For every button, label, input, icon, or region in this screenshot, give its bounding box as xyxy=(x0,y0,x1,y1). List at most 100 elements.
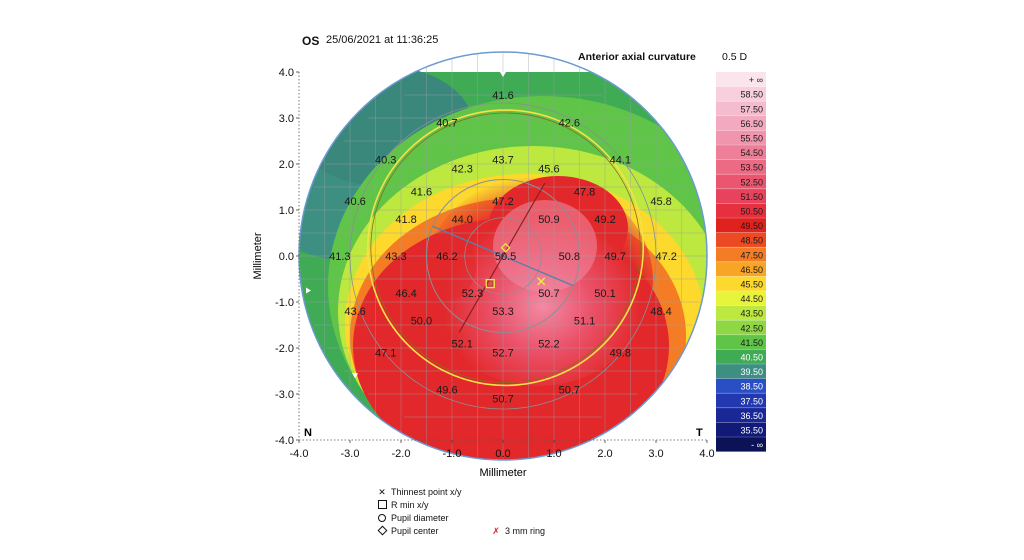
map-value-label: 45.8 xyxy=(650,196,671,208)
scale-swatch xyxy=(716,174,766,189)
map-value-label: 50.1 xyxy=(594,288,615,300)
scale-swatch xyxy=(716,159,766,175)
map-value-label: 43.3 xyxy=(385,251,406,263)
map-value-label: 50.8 xyxy=(559,251,580,263)
scale-label: 36.50 xyxy=(740,411,763,421)
scale-swatch xyxy=(716,86,766,102)
y-tick-label: -2.0 xyxy=(275,343,294,355)
scale-swatch xyxy=(716,115,766,131)
map-value-label: 49.2 xyxy=(594,214,615,226)
map-value-label: 44.1 xyxy=(610,154,631,166)
ring-3mm xyxy=(426,179,580,333)
thinnest-point-marker xyxy=(537,277,546,286)
scale-step: 0.5 D xyxy=(722,51,748,63)
nasal-label: N xyxy=(304,427,312,439)
map-value-label: 41.8 xyxy=(395,214,416,226)
scale-label: 54.50 xyxy=(740,148,763,158)
y-tick-label: -1.0 xyxy=(275,297,294,309)
scale-label: 55.50 xyxy=(740,134,763,144)
y-tick-label: 3.0 xyxy=(279,113,294,125)
r-min-marker-inner xyxy=(487,280,494,287)
map-value-label: 49.7 xyxy=(604,251,625,263)
pupil-center-marker xyxy=(500,242,511,253)
map-value-label: 49.8 xyxy=(610,348,631,360)
x-tick-label: 4.0 xyxy=(699,448,714,460)
map-value-label: 45.6 xyxy=(538,164,559,176)
map-value-label: 52.3 xyxy=(462,288,483,300)
scale-label: 35.50 xyxy=(740,426,763,436)
scale-label: 52.50 xyxy=(740,177,763,187)
scale-label: 47.50 xyxy=(740,250,763,260)
x-tick-label: 0.0 xyxy=(495,448,510,460)
diamond-icon xyxy=(376,525,388,538)
cross-icon: ✕ xyxy=(378,487,386,497)
map-title: Anterior axial curvature xyxy=(578,51,696,63)
legend-rmin: R min x/y xyxy=(376,499,429,512)
map-value-label: 47.8 xyxy=(574,187,595,199)
scale-swatch xyxy=(716,188,766,204)
map-value-label: 40.7 xyxy=(436,118,457,130)
pupil-diameter-ring xyxy=(367,109,645,387)
y-tick-label: -4.0 xyxy=(275,435,294,447)
map-value-label: 50.7 xyxy=(559,384,580,396)
left-orientation-mark xyxy=(306,287,311,294)
scale-swatch xyxy=(716,407,766,423)
r-min-marker xyxy=(485,278,495,289)
scale-label: 38.50 xyxy=(740,382,763,392)
scale-label: 48.50 xyxy=(740,236,763,246)
scale-swatch xyxy=(716,261,766,277)
map-value-label: 50.7 xyxy=(492,394,513,406)
map-value-label: 47.2 xyxy=(492,196,513,208)
x-axis-label: Millimeter xyxy=(479,467,526,479)
pupil-diameter-ring-inner xyxy=(370,112,641,383)
ring-1-5mm xyxy=(464,217,542,295)
lower-orientation-mark xyxy=(352,373,359,379)
scale-swatch xyxy=(716,320,766,335)
scale-swatch xyxy=(716,437,766,452)
color-scale: + ∞ 58.50 57.50 56.50 55.50 54.50 53.50 52.50 51… xyxy=(716,72,766,452)
scale-label: 49.50 xyxy=(740,221,763,231)
steep-meridian xyxy=(458,182,546,333)
map-value-label: 41.6 xyxy=(411,187,432,199)
legend-thinnest: ✕ Thinnest point x/y xyxy=(376,486,461,499)
y-tick-label: 2.0 xyxy=(279,159,294,171)
x-tick-label: -1.0 xyxy=(443,448,462,460)
y-tick-label: 0.0 xyxy=(279,251,294,263)
temporal-label: T xyxy=(696,427,703,439)
zone-steepest xyxy=(493,200,597,292)
scale-label: 39.50 xyxy=(740,367,763,377)
eye-label: OS xyxy=(302,34,320,48)
x-tick-label: -3.0 xyxy=(341,448,360,460)
map-value-label: 48.4 xyxy=(650,306,671,318)
x-tick-label: 1.0 xyxy=(546,448,561,460)
x-tick-label: -2.0 xyxy=(392,448,411,460)
map-value-label: 41.3 xyxy=(329,251,350,263)
scale-label: 57.50 xyxy=(740,104,763,114)
exam-timestamp: 25/06/2021 at 11:36:25 xyxy=(326,34,439,46)
scale-label: 40.50 xyxy=(740,353,763,363)
scale-swatch xyxy=(716,72,766,87)
map-value-label: 52.2 xyxy=(538,338,559,350)
x-tick-label: 3.0 xyxy=(648,448,663,460)
map-value-label: 42.6 xyxy=(559,118,580,130)
y-tick-label: 4.0 xyxy=(279,67,294,79)
scale-label: 46.50 xyxy=(740,265,763,275)
legend-pupil-center: Pupil center xyxy=(376,525,439,538)
scale-label: 51.50 xyxy=(740,192,763,202)
legend-ring: ✗ 3 mm ring xyxy=(490,525,545,538)
ring-icon: ✗ xyxy=(492,526,500,536)
map-value-label: 43.7 xyxy=(492,154,513,166)
scale-swatch xyxy=(716,276,766,291)
map-value-label: 50.7 xyxy=(538,288,559,300)
scale-label: 44.50 xyxy=(740,294,763,304)
scale-swatch xyxy=(716,378,766,394)
square-icon xyxy=(376,499,388,512)
scale-swatch xyxy=(716,305,766,321)
x-tick-label: -4.0 xyxy=(290,448,309,460)
scale-label: 37.50 xyxy=(740,396,763,406)
scale-swatch xyxy=(716,101,766,116)
map-value-label: 44.0 xyxy=(451,214,472,226)
map-value-label: 52.7 xyxy=(492,348,513,360)
